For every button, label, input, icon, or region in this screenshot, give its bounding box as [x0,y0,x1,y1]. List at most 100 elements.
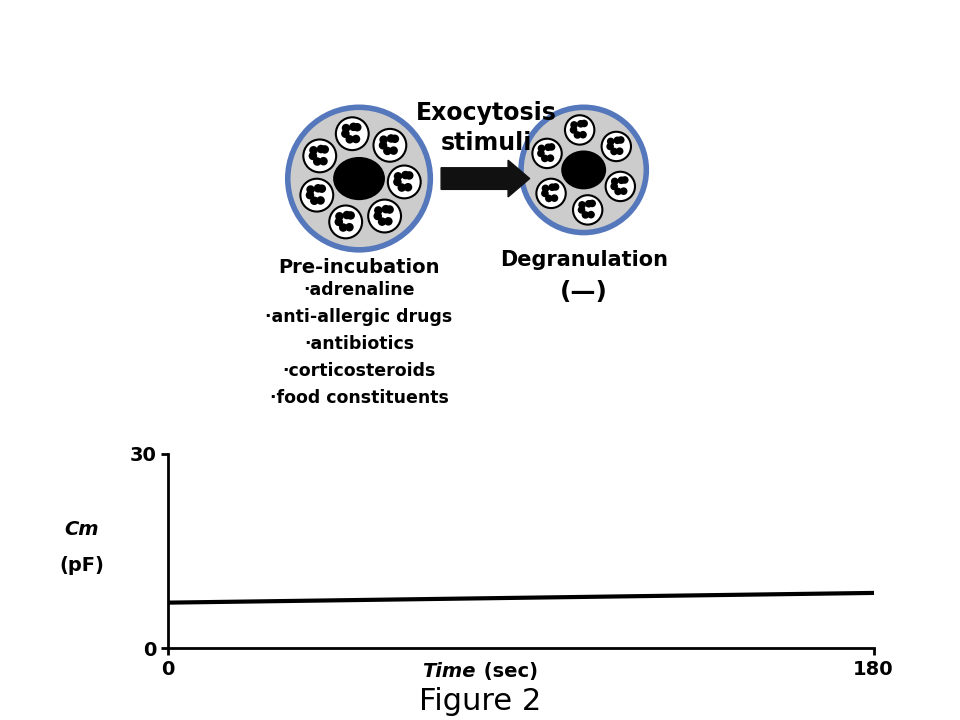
Circle shape [545,194,553,202]
Circle shape [573,195,602,225]
Circle shape [329,205,362,238]
Circle shape [607,138,614,145]
Ellipse shape [333,157,385,200]
Circle shape [537,179,565,208]
Circle shape [569,126,577,134]
Circle shape [343,211,351,220]
Circle shape [394,178,401,186]
Circle shape [585,200,592,207]
Circle shape [614,188,622,195]
Circle shape [404,183,412,192]
Circle shape [305,191,314,199]
Circle shape [374,206,383,215]
Circle shape [353,123,362,132]
Circle shape [611,148,618,156]
Text: Degranulation: Degranulation [500,250,668,270]
Circle shape [310,197,319,205]
Circle shape [546,154,554,162]
Circle shape [384,217,393,225]
Circle shape [602,132,631,161]
Text: ·anti-allergic drugs: ·anti-allergic drugs [265,308,453,326]
Circle shape [334,217,343,226]
Text: Time: Time [421,662,475,680]
Circle shape [544,143,552,151]
Circle shape [309,146,318,155]
Circle shape [379,135,388,144]
Circle shape [615,148,623,155]
Circle shape [320,157,327,166]
Circle shape [379,141,387,150]
Circle shape [578,201,586,209]
Circle shape [347,211,355,220]
Circle shape [288,107,430,250]
Circle shape [617,176,625,184]
Circle shape [318,184,326,193]
Circle shape [611,183,618,190]
Text: Pre-incubation: Pre-incubation [278,258,440,277]
Circle shape [351,135,360,143]
Circle shape [617,136,625,144]
Circle shape [552,183,560,191]
Text: Cm: Cm [64,520,99,539]
Circle shape [313,157,322,166]
Circle shape [308,152,317,160]
Circle shape [314,184,323,192]
Circle shape [300,179,333,212]
Circle shape [537,150,544,157]
Circle shape [521,107,646,233]
Circle shape [397,184,406,192]
Circle shape [388,166,420,198]
Circle shape [551,194,558,202]
Circle shape [533,139,562,168]
Circle shape [321,145,329,153]
Circle shape [317,145,325,153]
Circle shape [346,135,354,143]
Circle shape [405,171,414,180]
Circle shape [401,171,410,179]
Circle shape [346,223,353,232]
Circle shape [607,143,614,150]
Circle shape [383,147,392,156]
Circle shape [391,135,399,143]
Circle shape [548,143,555,150]
Text: Exocytosis: Exocytosis [416,101,557,125]
Circle shape [342,124,350,132]
Circle shape [538,145,545,152]
Text: ·antibiotics: ·antibiotics [304,335,414,353]
Circle shape [578,206,586,214]
Circle shape [387,134,396,143]
Text: ·food constituents: ·food constituents [270,389,448,407]
Circle shape [621,176,629,184]
Circle shape [316,196,324,204]
Circle shape [369,199,401,233]
Circle shape [336,117,369,150]
Circle shape [385,205,394,214]
Circle shape [341,130,349,138]
Circle shape [611,178,618,185]
Circle shape [580,120,588,127]
Circle shape [579,131,587,138]
Text: (—): (—) [560,280,608,304]
Text: Figure 2: Figure 2 [419,688,541,716]
Circle shape [349,122,358,131]
Ellipse shape [562,150,606,189]
Circle shape [303,140,336,172]
Circle shape [574,131,581,139]
Circle shape [339,223,348,232]
Circle shape [548,184,556,191]
Circle shape [378,217,386,226]
Circle shape [541,184,549,192]
Circle shape [588,199,596,207]
Text: (sec): (sec) [477,662,539,680]
Circle shape [335,212,344,220]
Circle shape [373,129,406,162]
Text: (pF): (pF) [60,556,104,575]
Circle shape [381,205,390,213]
Circle shape [541,189,549,197]
Text: ·corticosteroids: ·corticosteroids [282,361,436,379]
Text: ·adrenaline: ·adrenaline [303,282,415,300]
Text: stimuli: stimuli [441,131,532,155]
Circle shape [613,137,621,144]
Circle shape [570,121,578,129]
Circle shape [394,172,402,181]
